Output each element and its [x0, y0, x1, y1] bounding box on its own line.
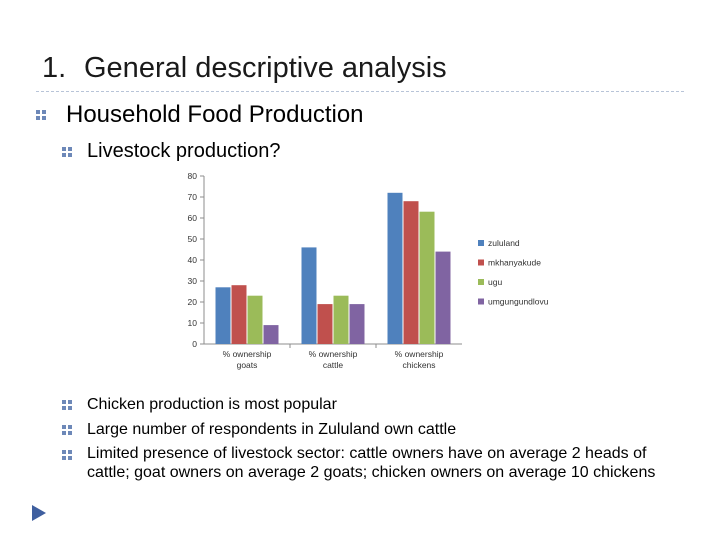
x-tick-label: % ownership [223, 349, 272, 359]
findings-list: Chicken production is most popular Large… [87, 395, 667, 488]
legend-swatch [478, 279, 484, 285]
bar [215, 287, 231, 344]
legend-label: umgungundlovu [488, 297, 549, 307]
bar [419, 211, 435, 344]
x-tick-label: % ownership [395, 349, 444, 359]
legend-swatch [478, 259, 484, 266]
bullet-icon [62, 147, 72, 157]
bar [231, 285, 247, 344]
legend-label: ugu [488, 277, 502, 287]
bar [403, 201, 419, 344]
slide-title: 1. General descriptive analysis [42, 52, 447, 85]
bar [333, 295, 349, 344]
y-tick-label: 30 [188, 276, 198, 286]
bullet-icon [36, 110, 46, 120]
title-divider [36, 91, 684, 92]
bar [349, 304, 365, 344]
x-tick-label: cattle [323, 360, 344, 370]
bar [387, 192, 403, 344]
bullet-icon [62, 450, 72, 460]
y-tick-label: 20 [188, 297, 198, 307]
y-tick-label: 0 [192, 339, 197, 349]
legend-label: mkhanyakude [488, 258, 541, 268]
y-tick-label: 60 [188, 213, 198, 223]
bar [247, 295, 263, 344]
list-item: Limited presence of livestock sector: ca… [87, 445, 656, 481]
list-item: Large number of respondents in Zululand … [87, 421, 457, 438]
bar [263, 325, 279, 344]
bullet-icon [62, 400, 72, 410]
subheading-livestock: Livestock production? [87, 140, 281, 162]
bar [317, 304, 333, 344]
x-tick-label: goats [237, 360, 258, 370]
x-tick-label: % ownership [309, 349, 358, 359]
title-text: General descriptive analysis [84, 52, 447, 84]
slide-nav-arrow-icon[interactable] [32, 505, 46, 521]
y-tick-label: 50 [188, 234, 198, 244]
bar [301, 247, 317, 344]
legend-swatch [478, 240, 484, 246]
bullet-icon [62, 425, 72, 435]
title-number: 1. [42, 52, 67, 84]
y-tick-label: 70 [188, 192, 198, 202]
list-item: Chicken production is most popular [87, 396, 337, 413]
bar [435, 251, 451, 344]
legend-swatch [478, 298, 484, 305]
x-tick-label: chickens [402, 360, 435, 370]
y-tick-label: 10 [188, 318, 198, 328]
legend-label: zululand [488, 238, 520, 248]
heading-household-food-production: Household Food Production [66, 101, 364, 128]
y-tick-label: 80 [188, 171, 198, 181]
y-tick-label: 40 [188, 255, 198, 265]
